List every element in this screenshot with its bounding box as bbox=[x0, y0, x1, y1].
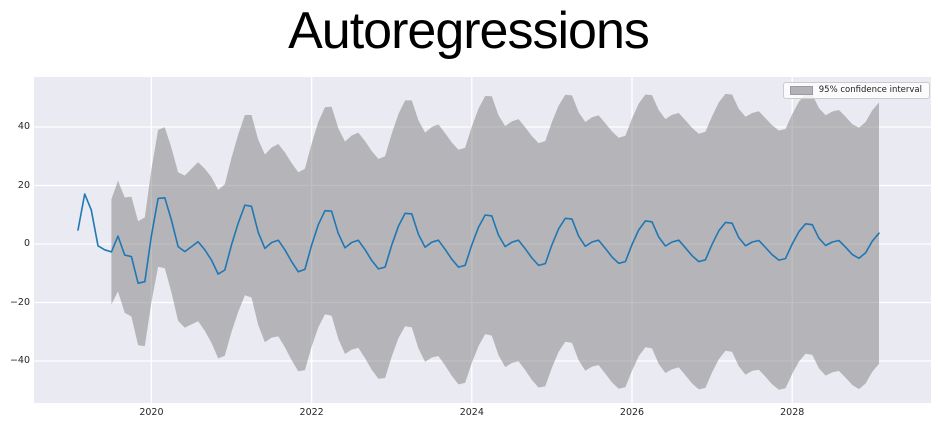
ytick-label: 40 bbox=[17, 121, 30, 132]
chart-title: Autoregressions bbox=[288, 2, 650, 60]
ytick-label: 20 bbox=[17, 179, 30, 191]
legend: 95% confidence interval bbox=[782, 82, 930, 100]
ytick-label: −40 bbox=[9, 355, 30, 366]
forecast-line bbox=[77, 193, 880, 285]
confidence-band bbox=[111, 93, 879, 390]
confidence-band-swatch bbox=[789, 85, 813, 95]
ytick-label: −20 bbox=[9, 296, 30, 308]
xtick-label: 2022 bbox=[299, 407, 324, 418]
ytick-label: 0 bbox=[23, 238, 30, 249]
xtick-label: 2026 bbox=[619, 407, 645, 418]
xtick-label: 2024 bbox=[459, 407, 484, 418]
legend-label: 95% confidence interval bbox=[818, 85, 922, 95]
xtick-label: 2020 bbox=[139, 407, 164, 418]
xtick-label: 2028 bbox=[780, 407, 805, 418]
